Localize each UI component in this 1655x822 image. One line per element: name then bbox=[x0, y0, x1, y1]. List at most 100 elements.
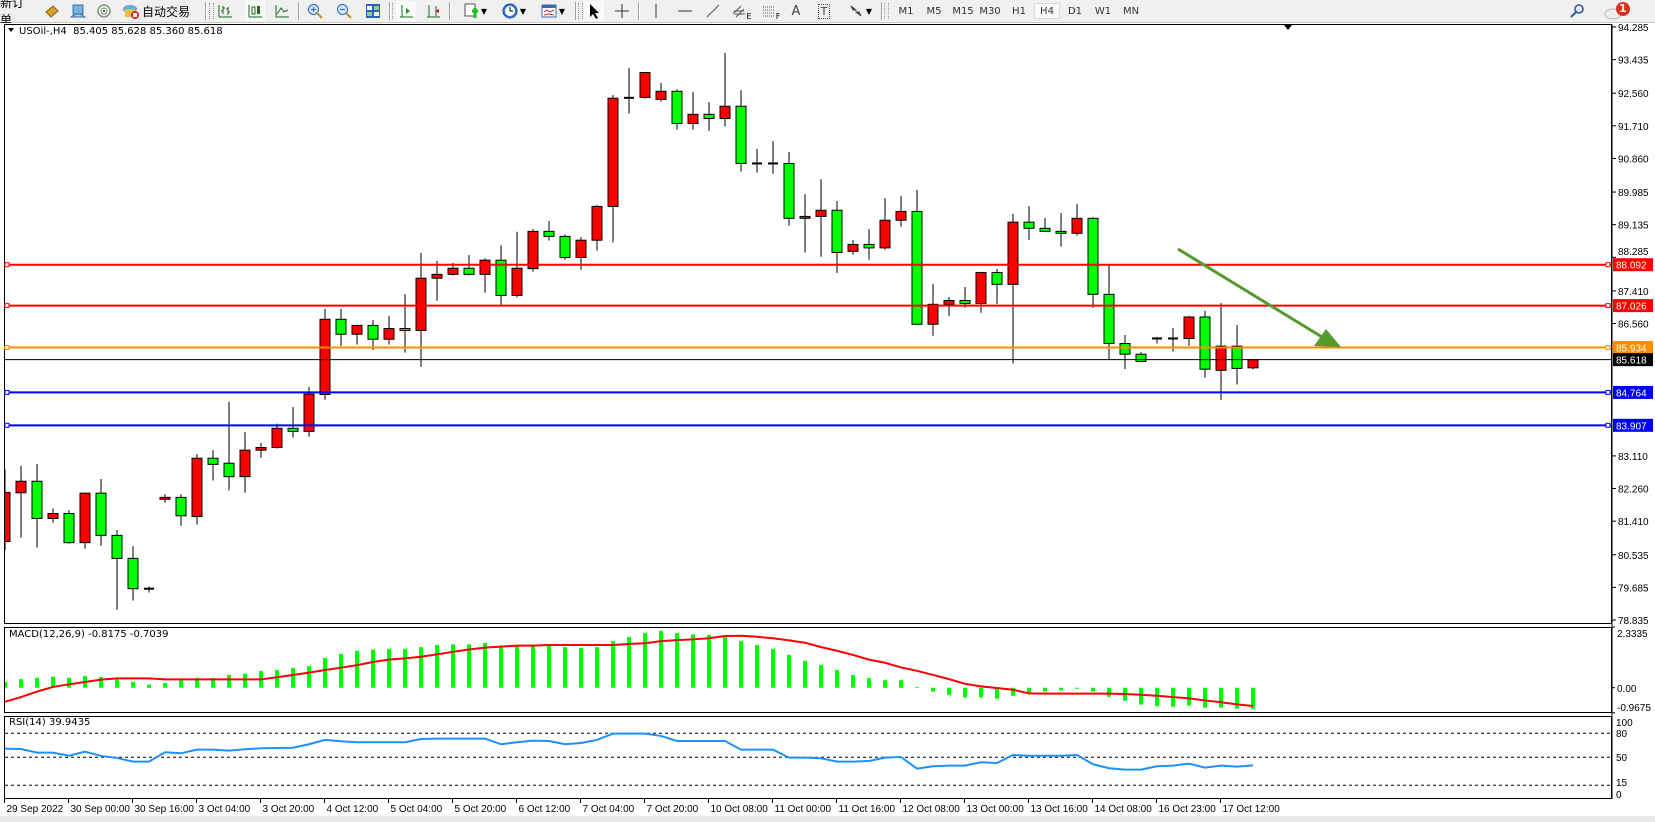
timeframe-mn[interactable]: MN bbox=[1122, 5, 1140, 17]
candle[interactable] bbox=[223, 401, 235, 491]
line-handle[interactable] bbox=[1605, 422, 1611, 428]
candle[interactable] bbox=[815, 179, 827, 257]
line-handle[interactable] bbox=[1605, 389, 1611, 395]
new-chart-button[interactable]: ▼ bbox=[458, 1, 492, 21]
candle[interactable] bbox=[1247, 359, 1259, 370]
timeframe-m5[interactable]: M5 bbox=[926, 5, 942, 17]
macd-pane[interactable] bbox=[3, 627, 1612, 713]
candle[interactable] bbox=[319, 308, 331, 400]
candle[interactable] bbox=[431, 260, 443, 301]
line-handle[interactable] bbox=[1605, 262, 1611, 268]
templates-button[interactable]: ▼ bbox=[536, 1, 570, 21]
line-handle[interactable] bbox=[4, 303, 10, 309]
trendline-icon[interactable] bbox=[703, 1, 723, 21]
trend-arrow[interactable] bbox=[1177, 247, 1341, 347]
timeframe-m1[interactable]: M1 bbox=[898, 5, 914, 17]
candle[interactable] bbox=[1007, 213, 1019, 364]
candle[interactable] bbox=[1119, 335, 1131, 370]
candle[interactable] bbox=[144, 586, 154, 593]
timeframe-h4[interactable]: H4 bbox=[1034, 3, 1060, 19]
book-icon[interactable] bbox=[42, 1, 62, 21]
chart-shift-icon[interactable] bbox=[423, 1, 443, 21]
arrows-button[interactable]: ▼ bbox=[843, 1, 877, 21]
candle[interactable] bbox=[831, 201, 843, 273]
candle[interactable] bbox=[959, 287, 971, 308]
main-pane[interactable] bbox=[0, 24, 1612, 624]
candle[interactable] bbox=[624, 67, 634, 114]
candlestick-icon[interactable] bbox=[245, 1, 265, 21]
line-chart-icon[interactable] bbox=[272, 1, 292, 21]
candle[interactable] bbox=[495, 245, 507, 306]
timeframe-m15[interactable]: M15 bbox=[952, 5, 974, 17]
candle[interactable] bbox=[783, 151, 795, 226]
line-handle[interactable] bbox=[1605, 303, 1611, 309]
candle[interactable] bbox=[1199, 310, 1211, 378]
candle[interactable] bbox=[31, 463, 43, 548]
trend-arrow-line[interactable] bbox=[1177, 247, 1323, 339]
candle[interactable] bbox=[799, 194, 811, 253]
signal-icon[interactable] bbox=[94, 1, 114, 21]
text-tool-button[interactable]: A bbox=[786, 1, 806, 21]
candle[interactable] bbox=[559, 234, 571, 260]
timeframe-w1[interactable]: W1 bbox=[1094, 5, 1112, 17]
candle[interactable] bbox=[351, 324, 363, 345]
line-handle[interactable] bbox=[4, 389, 10, 395]
candle[interactable] bbox=[175, 494, 187, 526]
candle[interactable] bbox=[127, 546, 139, 601]
candle[interactable] bbox=[399, 293, 411, 353]
zoom-in-icon[interactable] bbox=[305, 1, 325, 21]
search-icon[interactable] bbox=[1567, 1, 1587, 21]
candle[interactable] bbox=[591, 204, 603, 251]
candle[interactable] bbox=[1152, 336, 1162, 344]
candle[interactable] bbox=[655, 82, 667, 102]
candle[interactable] bbox=[607, 95, 619, 243]
candle[interactable] bbox=[47, 508, 59, 523]
candle[interactable] bbox=[687, 92, 699, 130]
chart-shift-marker[interactable] bbox=[1284, 25, 1292, 30]
candle[interactable] bbox=[768, 141, 778, 174]
candle[interactable] bbox=[1055, 212, 1067, 247]
candle[interactable] bbox=[111, 529, 123, 610]
line-handle[interactable] bbox=[4, 422, 10, 428]
profile-icon[interactable] bbox=[68, 1, 88, 21]
candle[interactable] bbox=[287, 407, 299, 438]
line-handle[interactable] bbox=[4, 345, 10, 351]
candle[interactable] bbox=[1231, 325, 1243, 385]
tile-icon[interactable] bbox=[363, 1, 383, 21]
timeframe-h1[interactable]: H1 bbox=[1012, 5, 1026, 17]
candle[interactable] bbox=[1087, 217, 1099, 308]
candle[interactable] bbox=[911, 189, 923, 325]
candle[interactable] bbox=[1023, 206, 1035, 240]
candle[interactable] bbox=[863, 229, 875, 260]
candle[interactable] bbox=[703, 102, 715, 131]
candle[interactable] bbox=[879, 197, 891, 250]
fibo-expansion-button[interactable]: E bbox=[731, 1, 753, 21]
candle[interactable] bbox=[63, 510, 75, 544]
candle[interactable] bbox=[927, 283, 939, 336]
candle[interactable] bbox=[191, 453, 203, 525]
cursor-icon[interactable] bbox=[584, 1, 604, 21]
candle[interactable] bbox=[271, 423, 283, 449]
candle[interactable] bbox=[847, 239, 859, 255]
candle[interactable] bbox=[207, 450, 219, 481]
symbol-menu-triangle-icon[interactable] bbox=[8, 28, 14, 32]
candle[interactable] bbox=[719, 52, 731, 127]
auto-trading-button[interactable]: 自动交易 bbox=[122, 1, 198, 21]
candle[interactable] bbox=[255, 442, 267, 458]
candle[interactable] bbox=[303, 386, 315, 437]
periods-button[interactable]: ▼ bbox=[497, 1, 531, 21]
auto-scroll-icon[interactable] bbox=[396, 1, 416, 21]
candle[interactable] bbox=[335, 308, 347, 347]
candle[interactable] bbox=[895, 196, 907, 227]
candle[interactable] bbox=[95, 478, 107, 546]
notifications-button[interactable]: 1 bbox=[1600, 1, 1634, 21]
candle[interactable] bbox=[367, 320, 379, 350]
horizontal-line-icon[interactable] bbox=[675, 1, 695, 21]
candle[interactable] bbox=[0, 469, 11, 550]
candle[interactable] bbox=[991, 268, 1003, 304]
crosshair-icon[interactable] bbox=[612, 1, 632, 21]
candle[interactable] bbox=[639, 71, 651, 99]
candle[interactable] bbox=[383, 315, 395, 345]
candle[interactable] bbox=[79, 492, 91, 549]
